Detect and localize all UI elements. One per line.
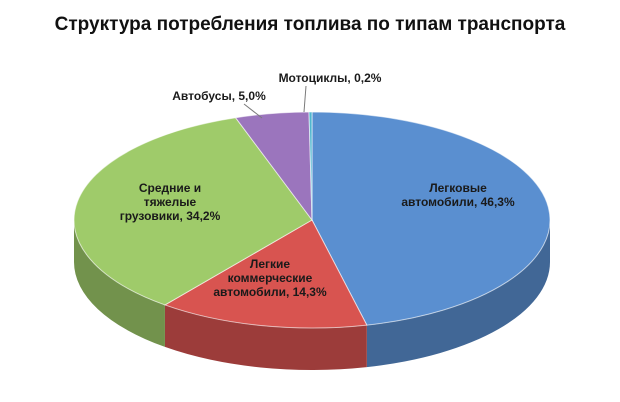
leader-lines	[243, 85, 307, 119]
pie-slice-средние-и-тяжелые-грузовики	[73, 117, 313, 306]
slice-labels: Легковые автомобили, 46,3% Легкие коммерчес…	[120, 71, 515, 299]
chart-title: Структура потребления топлива по типам т…	[54, 14, 566, 35]
pie-slice-легкие-коммерческие-автомобили	[163, 219, 368, 329]
leader-line-мотоциклы	[303, 85, 307, 113]
slice-label-легковые-автомобили: Легковые автомобили, 46,3%	[401, 181, 515, 209]
pie-slice-легковые-автомобили	[311, 111, 551, 326]
leader-line-автобусы	[243, 103, 263, 119]
pie-slice-мотоциклы	[308, 111, 313, 221]
slice-label-легкие-коммерческие-автомобили: Легкие коммерческие автомобили, 14,3%	[213, 257, 327, 299]
slice-label-автобусы: Автобусы, 5,0%	[172, 89, 266, 103]
slice-label-мотоциклы: Мотоциклы, 0,2%	[279, 71, 382, 85]
pie-slice-side-легкие-коммерческие-автомобили	[164, 304, 367, 370]
pie-slice-side-легковые-автомобили	[366, 220, 550, 368]
slice-label-средние-и-тяжелые-грузовики: Средние и тяжелые грузовики, 34,2%	[120, 181, 221, 223]
pie-top-layer	[73, 111, 551, 329]
pie-slice-side-средние-и-тяжелые-грузовики	[74, 220, 165, 347]
pie-depth-layer	[74, 220, 550, 370]
